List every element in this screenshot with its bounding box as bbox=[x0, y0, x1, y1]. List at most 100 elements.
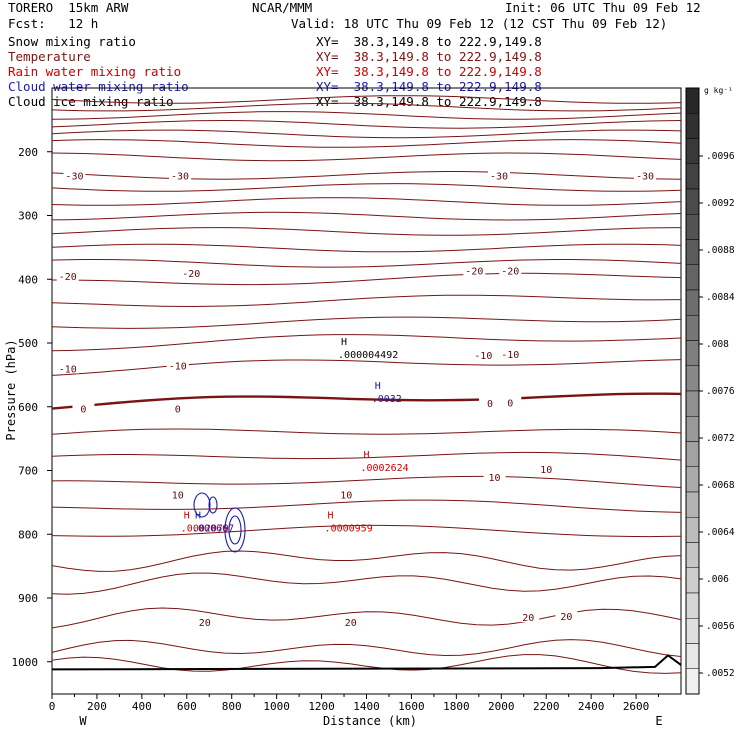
isotherm-line bbox=[51, 475, 682, 488]
temperature-label-bg bbox=[180, 265, 203, 278]
extremum-value: .0002079 bbox=[181, 523, 229, 534]
y-tick-label: 200 bbox=[18, 146, 38, 159]
temperature-label: -20 bbox=[182, 269, 200, 280]
colorbar-segment bbox=[685, 315, 700, 341]
colorbar-segment bbox=[685, 592, 700, 619]
legend-xy: XY= 38.3,149.8 to 222.9,149.8 bbox=[316, 64, 542, 79]
temperature-label: -20 bbox=[501, 266, 519, 277]
temperature-label-bg bbox=[339, 615, 362, 628]
isotherm-line bbox=[51, 654, 682, 674]
isotherm-line bbox=[51, 152, 682, 162]
legend-entry: Rain water mixing ratio bbox=[8, 64, 182, 79]
colorbar-segment bbox=[685, 441, 700, 467]
y-tick-label: 500 bbox=[18, 337, 38, 350]
header-valid: Valid: 18 UTC Thu 09 Feb 12 (12 CST Thu … bbox=[291, 16, 668, 31]
temperature-label-bg bbox=[166, 401, 189, 414]
extremum-marker: H bbox=[375, 381, 381, 392]
isotherm-line bbox=[51, 428, 682, 435]
colorbar-label: .0072 bbox=[706, 433, 735, 444]
x-tick-label: 1400 bbox=[353, 700, 380, 713]
colorbar-unit: g kg⁻¹ bbox=[704, 86, 733, 95]
colorbar-segment bbox=[685, 188, 700, 215]
isotherm-line bbox=[51, 197, 682, 206]
isotherm-line bbox=[51, 316, 682, 329]
temperature-label: 0 bbox=[507, 398, 513, 409]
temperature-label-bg bbox=[56, 269, 79, 282]
plot-frame bbox=[51, 87, 682, 695]
isotherm-line bbox=[51, 95, 682, 104]
temperature-label: -10 bbox=[501, 350, 519, 361]
colorbar-segment bbox=[685, 87, 700, 114]
colorbar-segment bbox=[685, 416, 700, 442]
temperature-label-bg bbox=[56, 361, 79, 374]
colorbar-segment bbox=[685, 113, 700, 139]
x-tick-label: 2600 bbox=[623, 700, 650, 713]
y-tick-label: 400 bbox=[18, 273, 38, 286]
legend-xy: XY= 38.3,149.8 to 222.9,149.8 bbox=[316, 79, 542, 94]
temperature-label: -20 bbox=[465, 266, 483, 277]
temperature-label-bg bbox=[535, 462, 558, 475]
colorbar-segment bbox=[685, 643, 700, 669]
temperature-label: 10 bbox=[340, 491, 352, 502]
temperature-label: -20 bbox=[59, 272, 77, 283]
isotherm-line bbox=[51, 294, 682, 308]
colorbar-segment bbox=[685, 668, 700, 695]
colorbar-label: .0052 bbox=[706, 668, 735, 679]
isotherm-line bbox=[51, 102, 682, 112]
temperature-label: -30 bbox=[171, 171, 189, 182]
temperature-label-bg bbox=[499, 346, 522, 359]
isotherm-line bbox=[51, 639, 682, 657]
temperature-label: -10 bbox=[169, 361, 187, 372]
extremum-value: .000004492 bbox=[338, 350, 398, 361]
colorbar-label: .008 bbox=[706, 339, 729, 350]
terrain-surface-line bbox=[51, 654, 682, 671]
header-init: Init: 06 UTC Thu 09 Feb 12 bbox=[505, 0, 701, 15]
isotherm-line bbox=[51, 211, 682, 221]
extremum-marker: H bbox=[184, 510, 190, 521]
temperature-label-bg bbox=[483, 469, 506, 482]
temperature-label: 10 bbox=[489, 473, 501, 484]
temperature-label: -30 bbox=[636, 171, 654, 182]
isotherm-line bbox=[51, 259, 682, 268]
legend-entry: Cloud ice mixing ratio bbox=[8, 94, 174, 109]
x-tick-label: 1800 bbox=[443, 700, 470, 713]
x-tick-label: 800 bbox=[222, 700, 242, 713]
temperature-label: 20 bbox=[522, 613, 534, 624]
colorbar-label: .0056 bbox=[706, 621, 735, 632]
colorbar-segment bbox=[685, 264, 700, 291]
x-tick-label: 400 bbox=[132, 700, 152, 713]
colorbar-label: .0096 bbox=[706, 151, 735, 162]
cloud-water-contour bbox=[228, 515, 242, 545]
temperature-label-bg bbox=[488, 168, 511, 181]
colorbar-segment bbox=[685, 390, 700, 417]
temperature-label-bg bbox=[479, 395, 502, 408]
colorbar-label: .006 bbox=[706, 574, 729, 585]
isotherm-line bbox=[51, 359, 682, 376]
isotherm-line bbox=[51, 550, 682, 572]
isotherm-line bbox=[51, 119, 682, 129]
colorbar-segment bbox=[685, 138, 700, 164]
isotherm-line bbox=[51, 392, 682, 410]
isotherm-line bbox=[51, 524, 682, 538]
cloud-water-contour bbox=[208, 496, 218, 514]
isotherm-line bbox=[51, 111, 682, 120]
x-axis-label: Distance (km) bbox=[323, 714, 417, 728]
temperature-label-bg bbox=[63, 168, 86, 181]
temperature-label: 10 bbox=[172, 491, 184, 502]
x-tick-label: 0 bbox=[49, 700, 56, 713]
colorbar-segment bbox=[685, 466, 700, 493]
temperature-label: 10 bbox=[540, 465, 552, 476]
isotherm-line bbox=[52, 272, 682, 286]
colorbar-label: .0084 bbox=[706, 292, 735, 303]
x-tick-label: 1200 bbox=[308, 700, 335, 713]
legend-xy: XY= 38.3,149.8 to 222.9,149.8 bbox=[316, 34, 542, 49]
extremum-value: .0032 bbox=[372, 394, 402, 405]
legend-entry: Snow mixing ratio bbox=[8, 34, 136, 49]
temperature-label-bg bbox=[335, 487, 358, 500]
colorbar-segment bbox=[685, 517, 700, 543]
temperature-label: 0 bbox=[487, 399, 493, 410]
colorbar-segment bbox=[685, 618, 700, 644]
colorbar-segment bbox=[685, 289, 700, 316]
x-tick-label: 1000 bbox=[263, 700, 290, 713]
